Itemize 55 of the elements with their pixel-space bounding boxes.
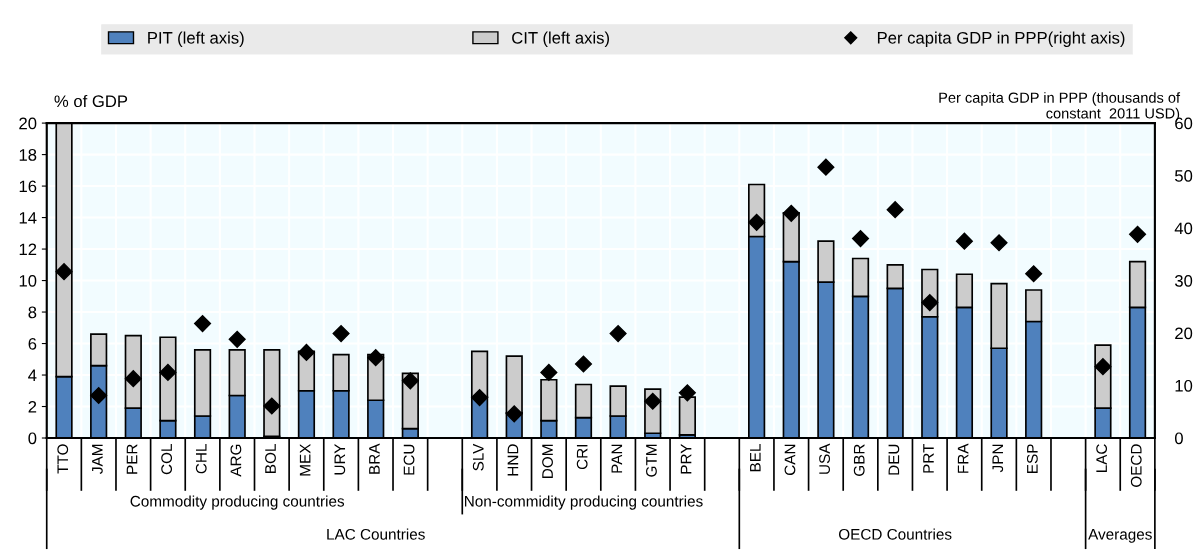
x-tick-label: BRA xyxy=(369,443,380,474)
x-tick-label: PRT xyxy=(923,443,934,473)
x-tick-label: CRI xyxy=(576,444,588,470)
x-tick-label: PRY xyxy=(680,443,692,474)
legend-label: PIT (left axis) xyxy=(148,31,244,48)
y-tick-label: 10 xyxy=(19,274,37,287)
y-tick-label: 4 xyxy=(28,369,37,382)
x-tick-label: ECU xyxy=(403,444,415,475)
text: OECD Countries xyxy=(838,528,952,540)
x-tick-label: DEU xyxy=(888,444,900,475)
text: Averages xyxy=(1088,529,1152,543)
x-tick-label: ESP xyxy=(1026,444,1038,473)
x-tick-label: JPN xyxy=(992,444,1004,473)
x-tick-label: GTM xyxy=(646,444,657,477)
x-tick-label: ARG xyxy=(230,444,242,477)
x-tick-label: SLV xyxy=(472,443,484,471)
x-tick-label: BOL xyxy=(265,444,276,473)
text: Commodity producing countries xyxy=(130,495,345,510)
x-tick-label: MEX xyxy=(299,443,311,476)
y2-tick-label: 10 xyxy=(1175,379,1193,392)
x-tick-label: FRA xyxy=(957,443,969,473)
x-tick-label: TTO xyxy=(57,444,69,474)
text: LAC Countries xyxy=(327,528,425,540)
text: Non-commidity producing countries xyxy=(465,495,703,510)
x-tick-label: PER xyxy=(126,444,138,474)
x-tick-label: USA xyxy=(819,443,830,474)
y-tick-label: 6 xyxy=(28,337,37,350)
x-tick-label: PAN xyxy=(611,444,623,473)
x-tick-label: CAN xyxy=(784,444,796,476)
y2-tick-label: 40 xyxy=(1174,222,1193,235)
y2-tick-label: 50 xyxy=(1174,169,1193,182)
x-tick-label: LAC xyxy=(1096,444,1108,473)
y-tick-label: 12 xyxy=(19,243,37,256)
y2-tick-label: 20 xyxy=(1175,327,1193,340)
legend-label: Per capita GDP in PPP(right axis) xyxy=(877,31,1125,48)
y-axis-title: % of GDP xyxy=(54,94,128,108)
y2-tick-label: 30 xyxy=(1174,274,1193,287)
x-tick-label: HND xyxy=(507,444,519,476)
y-tick-label: 20 xyxy=(19,117,37,130)
y-tick-label: 8 xyxy=(28,306,37,319)
x-tick-label: GBR xyxy=(853,444,865,476)
y-tick-label: 14 xyxy=(19,212,37,224)
x-tick-label: URY xyxy=(334,443,346,475)
x-tick-label: OECD xyxy=(1130,444,1142,487)
x-tick-label: BEL xyxy=(750,444,761,472)
y-tick-label: 18 xyxy=(19,148,37,161)
legend-label: CIT (left axis) xyxy=(512,31,609,48)
x-tick-label: CHL xyxy=(195,444,207,474)
y-tick-label: 2 xyxy=(28,400,37,413)
x-tick-label: COL xyxy=(161,444,173,475)
y-tick-label: 0 xyxy=(28,432,37,445)
y-tick-label: 16 xyxy=(19,180,37,193)
x-tick-label: JAM xyxy=(92,444,103,474)
x-tick-label: DOM xyxy=(542,444,553,478)
y2-tick-label: 0 xyxy=(1174,432,1183,445)
